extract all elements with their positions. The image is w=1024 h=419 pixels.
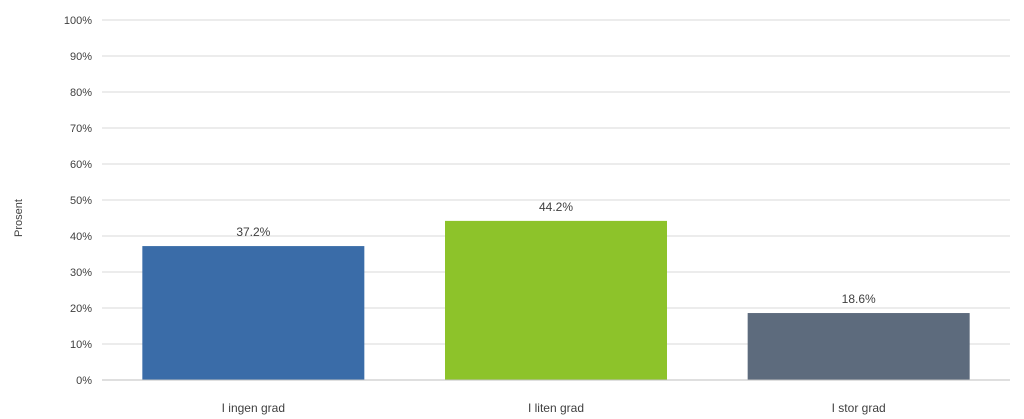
bar	[747, 313, 970, 380]
y-tick-label: 80%	[70, 87, 92, 99]
bar	[142, 246, 365, 380]
y-tick-label: 40%	[70, 231, 92, 243]
y-axis-title: Prosent	[13, 199, 25, 237]
x-category-label: I ingen grad	[222, 401, 285, 415]
bars	[142, 220, 970, 380]
y-tick-label: 30%	[70, 267, 92, 279]
x-category-label: I liten grad	[528, 401, 584, 415]
bar-value-label: 18.6%	[842, 292, 876, 306]
bar-value-label: 44.2%	[539, 200, 573, 214]
bar	[445, 220, 667, 380]
y-tick-label: 100%	[64, 15, 92, 27]
y-tick-label: 20%	[70, 303, 92, 315]
x-axis-category-labels: I ingen grad I liten grad I stor grad	[222, 401, 886, 415]
y-tick-label: 0%	[76, 375, 92, 387]
bar-value-labels: 37.2% 44.2% 18.6%	[236, 200, 876, 306]
y-axis-tick-labels: 0% 10% 20% 30% 40% 50% 60% 70% 80% 90% 100%	[64, 15, 92, 387]
y-tick-label: 10%	[70, 339, 92, 351]
bar-value-label: 37.2%	[236, 225, 270, 239]
y-tick-label: 50%	[70, 195, 92, 207]
x-category-label: I stor grad	[832, 401, 886, 415]
y-tick-label: 90%	[70, 51, 92, 63]
y-tick-label: 70%	[70, 123, 92, 135]
y-tick-label: 60%	[70, 159, 92, 171]
